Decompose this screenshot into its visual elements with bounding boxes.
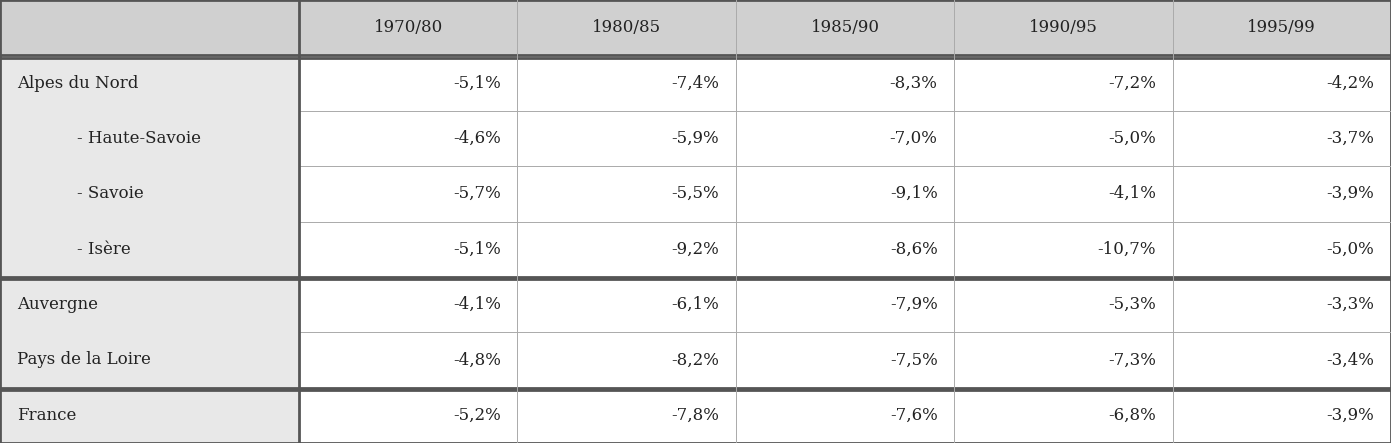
Bar: [0, 388, 299, 443]
Text: -3,7%: -3,7%: [1327, 130, 1374, 147]
Text: -5,9%: -5,9%: [672, 130, 719, 147]
Bar: [0, 0, 299, 55]
Text: 1985/90: 1985/90: [811, 19, 879, 36]
Bar: [299, 388, 517, 443]
Bar: [954, 166, 1173, 222]
Text: -3,4%: -3,4%: [1327, 351, 1374, 369]
Text: France: France: [17, 407, 77, 424]
Bar: [299, 277, 517, 332]
Text: -4,1%: -4,1%: [453, 296, 501, 313]
Bar: [736, 222, 954, 277]
Bar: [0, 55, 299, 111]
Bar: [0, 222, 299, 277]
Text: -5,1%: -5,1%: [453, 74, 501, 92]
Bar: [954, 222, 1173, 277]
Text: -4,2%: -4,2%: [1327, 74, 1374, 92]
Bar: [1173, 0, 1391, 55]
Bar: [299, 222, 517, 277]
Text: -8,3%: -8,3%: [890, 74, 938, 92]
Text: 1990/95: 1990/95: [1029, 19, 1097, 36]
Text: -5,3%: -5,3%: [1109, 296, 1156, 313]
Text: -10,7%: -10,7%: [1097, 241, 1156, 258]
Bar: [517, 166, 736, 222]
Bar: [299, 0, 517, 55]
Text: - Isère: - Isère: [56, 241, 131, 258]
Text: -4,6%: -4,6%: [453, 130, 501, 147]
Text: -4,8%: -4,8%: [453, 351, 501, 369]
Text: -9,2%: -9,2%: [672, 241, 719, 258]
Bar: [517, 332, 736, 388]
Text: - Savoie: - Savoie: [56, 185, 143, 202]
Text: Alpes du Nord: Alpes du Nord: [17, 74, 138, 92]
Bar: [299, 111, 517, 166]
Text: 1970/80: 1970/80: [374, 19, 442, 36]
Bar: [299, 332, 517, 388]
Bar: [1173, 166, 1391, 222]
Text: -9,1%: -9,1%: [890, 185, 938, 202]
Text: Auvergne: Auvergne: [17, 296, 97, 313]
Bar: [736, 111, 954, 166]
Bar: [736, 277, 954, 332]
Text: -3,3%: -3,3%: [1327, 296, 1374, 313]
Bar: [954, 277, 1173, 332]
Text: -7,5%: -7,5%: [890, 351, 938, 369]
Bar: [0, 277, 299, 332]
Text: -7,4%: -7,4%: [672, 74, 719, 92]
Bar: [954, 55, 1173, 111]
Bar: [954, 0, 1173, 55]
Text: -5,5%: -5,5%: [672, 185, 719, 202]
Text: -7,9%: -7,9%: [890, 296, 938, 313]
Bar: [954, 111, 1173, 166]
Bar: [517, 388, 736, 443]
Text: -7,3%: -7,3%: [1109, 351, 1156, 369]
Bar: [1173, 332, 1391, 388]
Text: -5,0%: -5,0%: [1327, 241, 1374, 258]
Bar: [0, 166, 299, 222]
Text: -8,2%: -8,2%: [672, 351, 719, 369]
Text: -5,2%: -5,2%: [453, 407, 501, 424]
Text: -6,8%: -6,8%: [1109, 407, 1156, 424]
Text: -7,0%: -7,0%: [890, 130, 938, 147]
Bar: [736, 388, 954, 443]
Text: -8,6%: -8,6%: [890, 241, 938, 258]
Bar: [0, 332, 299, 388]
Bar: [954, 332, 1173, 388]
Bar: [1173, 111, 1391, 166]
Bar: [736, 332, 954, 388]
Bar: [517, 222, 736, 277]
Text: -5,1%: -5,1%: [453, 241, 501, 258]
Bar: [0, 111, 299, 166]
Text: - Haute-Savoie: - Haute-Savoie: [56, 130, 200, 147]
Text: -3,9%: -3,9%: [1327, 407, 1374, 424]
Text: Pays de la Loire: Pays de la Loire: [17, 351, 150, 369]
Text: -6,1%: -6,1%: [672, 296, 719, 313]
Text: -4,1%: -4,1%: [1109, 185, 1156, 202]
Text: -5,0%: -5,0%: [1109, 130, 1156, 147]
Bar: [954, 388, 1173, 443]
Bar: [517, 277, 736, 332]
Bar: [517, 55, 736, 111]
Bar: [1173, 277, 1391, 332]
Bar: [736, 55, 954, 111]
Text: -7,2%: -7,2%: [1109, 74, 1156, 92]
Bar: [299, 166, 517, 222]
Text: -7,6%: -7,6%: [890, 407, 938, 424]
Text: -7,8%: -7,8%: [672, 407, 719, 424]
Text: -3,9%: -3,9%: [1327, 185, 1374, 202]
Text: 1980/85: 1980/85: [593, 19, 661, 36]
Bar: [517, 111, 736, 166]
Bar: [1173, 55, 1391, 111]
Bar: [736, 166, 954, 222]
Bar: [736, 0, 954, 55]
Text: -5,7%: -5,7%: [453, 185, 501, 202]
Text: 1995/99: 1995/99: [1248, 19, 1316, 36]
Bar: [299, 55, 517, 111]
Bar: [1173, 388, 1391, 443]
Bar: [1173, 222, 1391, 277]
Bar: [517, 0, 736, 55]
